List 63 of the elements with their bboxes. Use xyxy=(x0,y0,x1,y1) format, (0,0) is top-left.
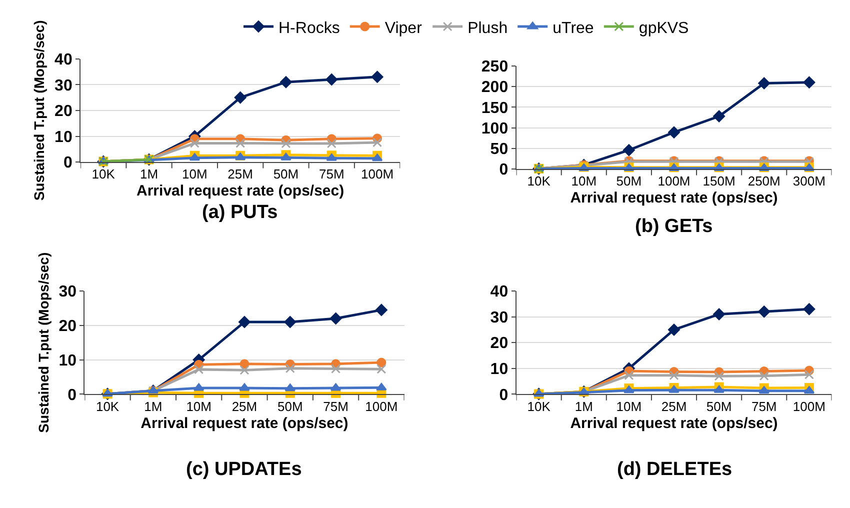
y-tick-label: 0 xyxy=(499,386,508,404)
text: (a) PUTs xyxy=(202,202,278,223)
y-tick-label: 20 xyxy=(58,318,77,336)
y-tick-label: 20 xyxy=(490,335,508,352)
x-tick-label: 10K xyxy=(96,398,120,414)
x-tick-label: 1M xyxy=(574,398,593,414)
y-tick-label: 0 xyxy=(63,154,72,172)
y-tick-label: 150 xyxy=(481,100,508,117)
y-tick-label: 30 xyxy=(58,284,77,301)
y-tick-label: 200 xyxy=(481,79,508,96)
x-tick-label: 10K xyxy=(92,166,116,182)
x-tick-label: 50M xyxy=(273,166,299,182)
x-tick-label: 1M xyxy=(144,398,162,414)
y-tick-label: 0 xyxy=(68,386,77,404)
y-tick-label: 10 xyxy=(58,352,77,370)
y-tick-label: 40 xyxy=(490,284,508,301)
legend-label: Viper xyxy=(384,20,423,37)
y-axis-title: Sustained T.put (Mops/sec) xyxy=(35,252,52,433)
x-axis-title: Arrival request rate (ops/sec) xyxy=(570,190,778,207)
legend-label: gpKVS xyxy=(638,20,689,37)
y-tick-label: 20 xyxy=(54,103,72,120)
y-tick-label: 50 xyxy=(490,141,508,158)
x-tick-label: 75M xyxy=(318,166,344,182)
x-axis-title: Arrival request rate (ops/sec) xyxy=(140,414,348,432)
x-tick-label: 75M xyxy=(323,398,348,414)
text: (c) UPDATEs xyxy=(186,459,302,480)
x-axis-title: Arrival request rate (ops/sec) xyxy=(136,182,344,200)
legend-label: H-Rocks xyxy=(278,20,340,37)
x-tick-label: 10K xyxy=(527,174,551,189)
x-tick-label: 250M xyxy=(748,174,780,189)
x-tick-label: 50M xyxy=(706,398,732,414)
x-tick-label: 150M xyxy=(702,174,736,189)
x-tick-label: 10M xyxy=(571,174,597,189)
x-tick-label: 10M xyxy=(616,398,642,414)
y-tick-label: 30 xyxy=(54,77,72,94)
x-tick-label: 10M xyxy=(186,398,212,414)
y-axis-title: Sustained T.put (Mops/sec) xyxy=(31,20,48,201)
y-tick-label: 100 xyxy=(481,120,508,138)
x-tick-label: 25M xyxy=(228,166,253,182)
y-tick-label: 40 xyxy=(54,51,72,68)
y-tick-label: 10 xyxy=(54,128,72,146)
x-tick-label: 100M xyxy=(792,398,826,414)
y-tick-label: 0 xyxy=(499,162,508,179)
x-tick-label: 1M xyxy=(140,166,158,182)
x-tick-label: 50M xyxy=(277,398,303,414)
y-tick-label: 30 xyxy=(490,309,508,326)
y-tick-label: 10 xyxy=(490,361,508,378)
x-axis-title: Arrival request rate (ops/sec) xyxy=(570,414,778,432)
text: (d) DELETEs xyxy=(617,459,732,480)
x-tick-label: 300M xyxy=(792,174,826,189)
x-tick-label: 10K xyxy=(527,398,551,414)
x-tick-label: 100M xyxy=(361,166,394,182)
text: (b) GETs xyxy=(635,216,713,237)
legend-label: Plush xyxy=(468,20,508,37)
x-tick-label: 10M xyxy=(182,166,208,182)
y-tick-label: 250 xyxy=(481,58,508,76)
x-tick-label: 100M xyxy=(658,174,690,189)
x-tick-label: 25M xyxy=(232,398,258,414)
x-tick-label: 75M xyxy=(751,398,777,414)
x-tick-label: 25M xyxy=(661,398,687,414)
legend-label: uTree xyxy=(552,20,594,37)
x-tick-label: 50M xyxy=(616,174,642,189)
x-tick-label: 100M xyxy=(365,398,398,414)
